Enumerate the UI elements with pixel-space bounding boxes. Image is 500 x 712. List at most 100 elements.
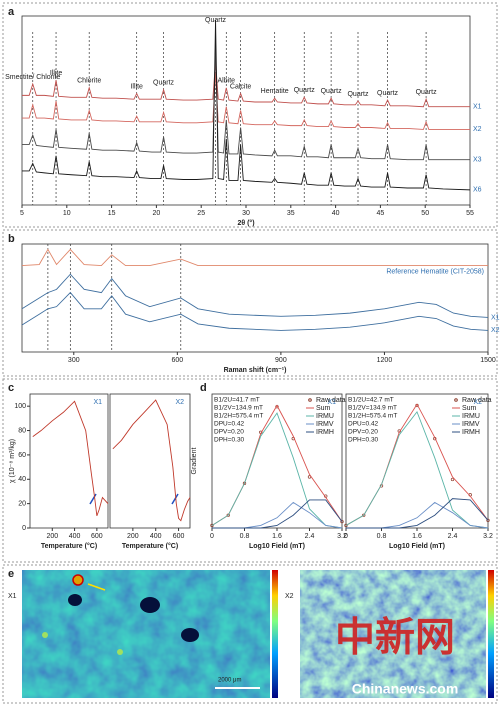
y-tick-label: 20 xyxy=(18,500,26,507)
arrow xyxy=(89,493,97,505)
x-tick-label: 0 xyxy=(210,533,214,540)
image-label: X1 xyxy=(8,593,17,600)
x-tick-label: 400 xyxy=(150,533,162,540)
map-hotspot xyxy=(117,649,123,655)
series-label: X1 xyxy=(491,314,500,321)
x-tick-label: 1200 xyxy=(377,357,393,364)
series-label: X2 xyxy=(491,327,500,334)
parameter: DPH=0.30 xyxy=(348,437,379,444)
x-tick-label: 1.6 xyxy=(412,533,422,540)
x-tick-label: 45 xyxy=(377,210,385,217)
panel-letter: e xyxy=(8,568,14,580)
x-tick-label: 200 xyxy=(127,533,139,540)
x-tick-label: 900 xyxy=(275,357,287,364)
x-tick-label: 15 xyxy=(108,210,116,217)
legend-label: IRMU xyxy=(462,413,480,420)
legend-label: IRMH xyxy=(462,429,480,436)
series-label: X2 xyxy=(473,126,482,133)
legend-swatch xyxy=(454,398,458,402)
parameter: DPH=0.30 xyxy=(214,437,245,444)
x-tick-label: 400 xyxy=(69,533,81,540)
series-line xyxy=(211,412,343,529)
arrow xyxy=(171,493,179,505)
legend-swatch xyxy=(308,398,312,402)
plot-frame xyxy=(29,393,109,529)
peak-label: Calcite xyxy=(230,83,252,90)
y-tick-label: 40 xyxy=(18,476,26,483)
x-tick-label: 0 xyxy=(344,533,348,540)
map-hotspot xyxy=(42,632,48,638)
x-tick-label: 300 xyxy=(68,357,80,364)
x-axis-label: Temperature (°C) xyxy=(41,542,97,550)
x-tick-label: 30 xyxy=(242,210,250,217)
x-axis-label: Temperature (°C) xyxy=(122,542,178,550)
data-point xyxy=(344,523,348,528)
y-tick-label: 80 xyxy=(18,427,26,434)
series-line xyxy=(32,400,109,516)
x-tick-label: 600 xyxy=(171,357,183,364)
panel-letter: a xyxy=(8,6,15,18)
peak-label: Hematite xyxy=(261,88,289,95)
parameter: B1/2H=575.4 mT xyxy=(214,413,263,420)
colorbar xyxy=(488,570,494,698)
x-axis-label: 2θ (°) xyxy=(237,219,254,227)
map-hotspot xyxy=(72,574,84,586)
peak-label: Quartz xyxy=(294,87,316,94)
series-line xyxy=(345,410,489,529)
data-point xyxy=(362,513,366,517)
panel-letter: b xyxy=(8,233,15,245)
series-line xyxy=(21,248,488,267)
panel-frame xyxy=(2,2,498,228)
x-tick-label: 10 xyxy=(63,210,71,217)
series-line xyxy=(346,498,489,529)
x-tick-label: 600 xyxy=(173,533,185,540)
series-line xyxy=(212,501,343,529)
map-feature xyxy=(68,594,82,606)
peak-label: Chlorite xyxy=(77,78,101,85)
peak-label: Smectite/ Chlorite xyxy=(5,74,60,81)
x-axis-label: Log10 Field (mT) xyxy=(389,543,445,550)
x-tick-label: 55 xyxy=(466,210,474,217)
y-axis-label: Gradient xyxy=(191,448,198,475)
series-label: X1 xyxy=(473,104,482,111)
subplot-title: X2 xyxy=(175,399,184,406)
parameter: B1/2U=41.7 mT xyxy=(214,397,260,404)
subplot-title: X1 xyxy=(327,399,336,406)
peak-label: Illite xyxy=(50,70,63,77)
x-tick-label: 200 xyxy=(46,533,58,540)
subplot-title: X1 xyxy=(93,399,102,406)
x-tick-label: 50 xyxy=(421,210,429,217)
peak-label: Quartz xyxy=(347,91,369,98)
peak-label: Quartz xyxy=(153,80,175,87)
series-label: X6 xyxy=(473,187,482,194)
map-texture xyxy=(22,570,270,698)
colorbar xyxy=(272,570,278,698)
series-line xyxy=(112,399,191,522)
x-tick-label: 600 xyxy=(91,533,103,540)
x-tick-label: 3.2 xyxy=(337,533,347,540)
series-line xyxy=(346,501,489,529)
panel-letter: d xyxy=(200,382,207,394)
x-tick-label: 3.2 xyxy=(483,533,493,540)
map-texture xyxy=(300,570,486,698)
series-line xyxy=(212,499,343,529)
x-tick-label: 5 xyxy=(20,210,24,217)
parameter: DPV=0.20 xyxy=(348,429,378,436)
x-tick-label: 0.8 xyxy=(377,533,387,540)
series-line xyxy=(21,273,489,318)
map-feature xyxy=(140,597,160,613)
x-tick-label: 2.4 xyxy=(305,533,315,540)
parameter: B1/2U=42.7 mT xyxy=(348,397,394,404)
series-line xyxy=(22,19,471,191)
map-feature xyxy=(181,628,199,642)
x-tick-label: 25 xyxy=(197,210,205,217)
arrow xyxy=(87,583,106,591)
x-tick-label: 2.4 xyxy=(448,533,458,540)
legend-label: IRMV xyxy=(462,421,480,428)
panel-letter: c xyxy=(8,382,14,394)
scale-bar-label: 2000 μm xyxy=(218,678,241,684)
legend-label: IRMU xyxy=(316,413,334,420)
legend-label: Raw data xyxy=(316,397,346,404)
watermark-site: Chinanews.com xyxy=(352,681,459,697)
